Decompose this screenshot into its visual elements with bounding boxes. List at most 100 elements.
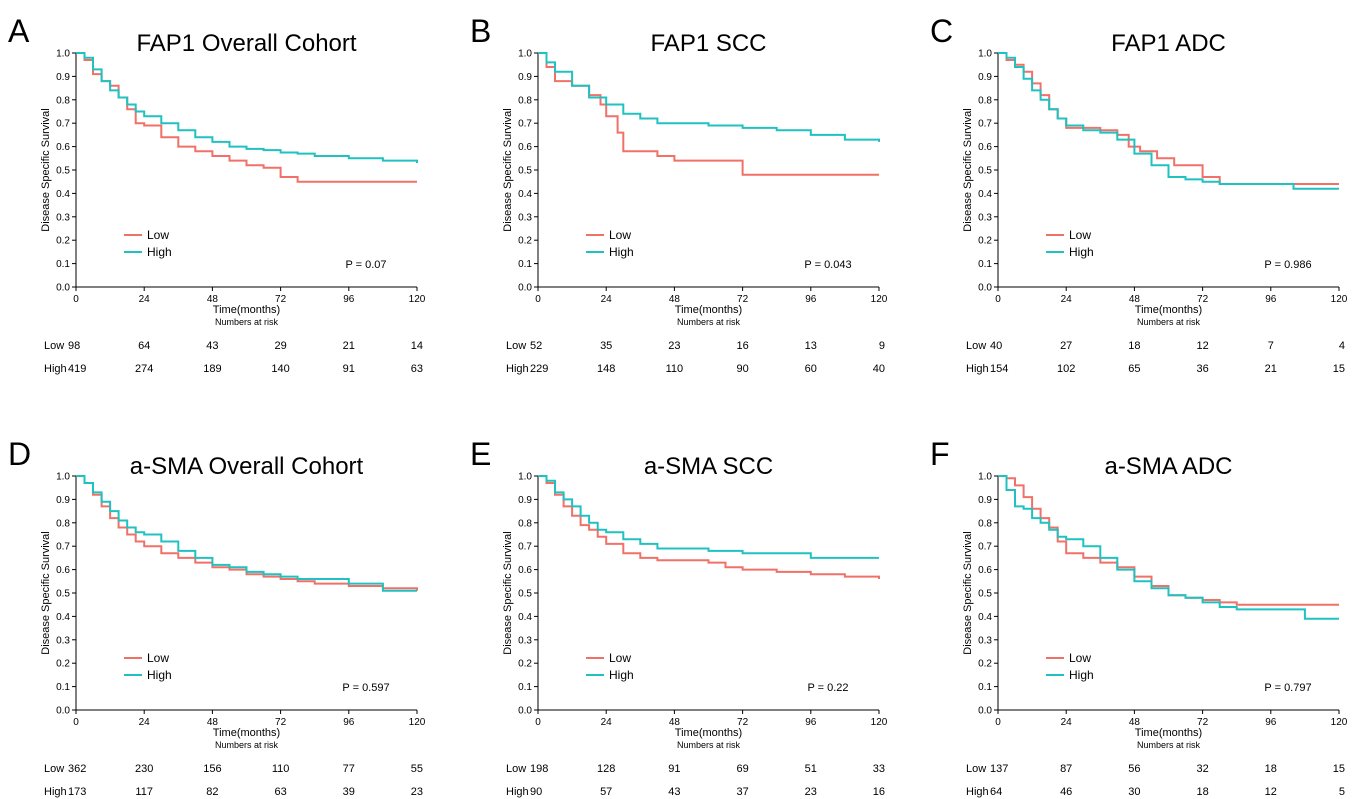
risk-row-low: Low 362 230 156 110 77 55 <box>44 763 423 775</box>
y-tick-label: 1.0 <box>56 472 70 483</box>
y-tick-label: 0.2 <box>56 236 70 247</box>
y-tick-label: 1.0 <box>56 49 70 60</box>
y-tick-label: 0.3 <box>978 635 992 646</box>
risk-value: 64 <box>138 340 150 352</box>
risk-row-label: High <box>966 363 989 375</box>
x-tick-label: 120 <box>871 294 888 305</box>
risk-value: 7 <box>1268 340 1274 352</box>
y-tick-label: 0.8 <box>978 95 992 106</box>
y-tick-label: 0.6 <box>518 142 532 153</box>
survival-curve-high <box>538 52 880 142</box>
y-tick-label: 0.6 <box>56 142 70 153</box>
risk-value: 91 <box>343 363 355 375</box>
x-tick-label: 96 <box>1265 294 1277 305</box>
panel-c: C FAP1 ADC 0.0 0.1 0.2 0.3 0.4 0.5 0.6 0.7 0.8 0.9 1… <box>930 13 1348 375</box>
risk-value: 87 <box>1060 763 1072 775</box>
survival-curve-low <box>76 475 418 591</box>
risk-value: 27 <box>1060 340 1072 352</box>
x-tick-label: 72 <box>275 294 287 305</box>
risk-row-high: High 229 148 110 90 60 40 <box>506 363 885 375</box>
survival-curve-high <box>998 52 1339 190</box>
x-tick-label: 96 <box>343 717 355 728</box>
panel-letter: F <box>930 436 950 472</box>
risk-row-high: High 154 102 65 36 21 15 <box>966 363 1345 375</box>
y-tick-label: 0.5 <box>518 589 532 600</box>
risk-value: 21 <box>1265 363 1277 375</box>
y-tick-label: 0.9 <box>56 495 70 506</box>
risk-value: 46 <box>1060 786 1072 798</box>
x-tick-label: 0 <box>535 294 541 305</box>
survival-curve-high <box>76 52 418 163</box>
x-tick-label: 120 <box>409 717 426 728</box>
risk-value: 69 <box>736 763 748 775</box>
risk-value: 102 <box>1057 363 1075 375</box>
y-tick-label: 0.0 <box>978 283 992 294</box>
x-tick-label: 0 <box>73 294 79 305</box>
p-value: P = 0.986 <box>1264 259 1311 271</box>
panel-letter: D <box>8 436 31 472</box>
y-tick-label: 0.0 <box>518 706 532 717</box>
risk-value: 60 <box>805 363 817 375</box>
legend-label: Low <box>147 651 169 665</box>
y-tick-label: 0.5 <box>978 589 992 600</box>
survival-curve-low <box>998 475 1339 606</box>
y-tick-label: 0.1 <box>56 259 70 270</box>
x-axis-label: Time(months) <box>1135 304 1202 316</box>
risk-value: 18 <box>1265 763 1277 775</box>
x-tick-label: 48 <box>207 294 219 305</box>
y-tick-label: 0.0 <box>518 283 532 294</box>
legend-label: Low <box>1069 228 1091 242</box>
risk-row-low: Low 137 87 56 32 18 15 <box>966 763 1345 775</box>
risk-table-title: Numbers at risk <box>215 740 279 750</box>
risk-value: 65 <box>1128 363 1140 375</box>
chart-title: FAP1 SCC <box>650 30 766 57</box>
y-axis-label: Disease Specific Survival <box>502 531 514 655</box>
legend-label: High <box>609 668 634 682</box>
x-tick-label: 72 <box>737 717 749 728</box>
risk-value: 29 <box>274 340 286 352</box>
risk-value: 57 <box>600 786 612 798</box>
risk-row-low: Low 52 35 23 16 13 9 <box>506 340 885 352</box>
risk-row-label: Low <box>966 340 986 352</box>
y-tick-label: 0.3 <box>518 635 532 646</box>
y-tick-label: 0.9 <box>978 495 992 506</box>
x-tick-label: 96 <box>805 294 817 305</box>
y-tick-label: 0.0 <box>978 706 992 717</box>
legend-label: High <box>1069 668 1094 682</box>
risk-row-label: Low <box>506 763 526 775</box>
y-axis-label: Disease Specific Survival <box>962 108 974 232</box>
risk-row-high: High 419 274 189 140 91 63 <box>44 363 423 375</box>
x-tick-label: 72 <box>275 717 287 728</box>
risk-row-label: High <box>506 363 529 375</box>
y-tick-label: 0.3 <box>978 212 992 223</box>
risk-value: 63 <box>274 786 286 798</box>
risk-value: 419 <box>68 363 86 375</box>
risk-value: 362 <box>68 763 86 775</box>
y-tick-label: 0.0 <box>56 706 70 717</box>
x-tick-label: 96 <box>1265 717 1277 728</box>
x-tick-label: 48 <box>669 717 681 728</box>
y-tick-label: 0.5 <box>56 166 70 177</box>
risk-value: 117 <box>135 786 153 798</box>
x-axis-label: Time(months) <box>675 304 742 316</box>
legend-label: High <box>147 245 172 259</box>
risk-value: 274 <box>135 363 153 375</box>
risk-value: 40 <box>990 340 1002 352</box>
risk-value: 91 <box>668 763 680 775</box>
risk-value: 18 <box>1196 786 1208 798</box>
x-tick-label: 24 <box>601 717 613 728</box>
y-tick-label: 0.8 <box>518 518 532 529</box>
survival-curve-high <box>998 475 1339 620</box>
risk-row-label: High <box>966 786 989 798</box>
x-tick-label: 120 <box>1331 294 1348 305</box>
legend-label: Low <box>1069 651 1091 665</box>
x-axis-label: Time(months) <box>213 304 280 316</box>
risk-value: 63 <box>411 363 423 375</box>
y-tick-label: 0.9 <box>978 72 992 83</box>
panel-letter: B <box>470 13 491 49</box>
chart-title: FAP1 ADC <box>1111 30 1226 57</box>
risk-value: 23 <box>668 340 680 352</box>
risk-value: 198 <box>530 763 548 775</box>
x-tick-label: 96 <box>805 717 817 728</box>
y-axis-label: Disease Specific Survival <box>962 531 974 655</box>
